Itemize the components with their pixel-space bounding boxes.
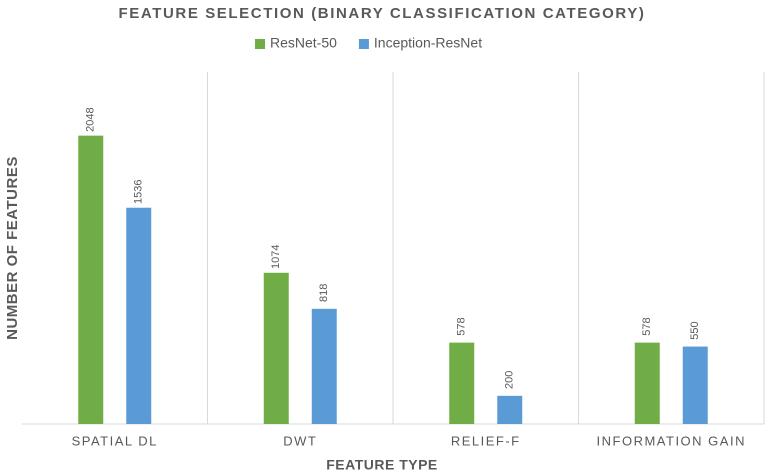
bar (449, 342, 475, 424)
legend-label: ResNet-50 (270, 35, 337, 51)
x-tick-label: RELIEF-F (451, 433, 521, 448)
value-label: 578 (641, 317, 653, 335)
legend-swatch (358, 39, 369, 49)
value-label: 1074 (270, 245, 282, 269)
value-label: 578 (456, 317, 468, 335)
bar (497, 395, 523, 424)
x-tick-label: SPATIAL DL (72, 433, 158, 448)
legend-swatch (255, 39, 265, 49)
y-axis-title: NUMBER OF FEATURES (4, 156, 21, 340)
bar (263, 272, 289, 424)
value-label: 2048 (85, 107, 97, 131)
value-label: 1536 (133, 179, 145, 203)
bar (311, 308, 337, 424)
chart-title: FEATURE SELECTION (BINARY CLASSIFICATION… (119, 5, 646, 22)
x-tick-label: INFORMATION GAIN (597, 433, 746, 448)
value-label: 818 (318, 284, 330, 302)
bar (78, 135, 104, 424)
bar (682, 346, 708, 424)
value-label: 550 (689, 321, 701, 339)
legend-label: Inception-ResNet (374, 35, 482, 51)
bar (126, 207, 152, 424)
x-tick-label: DWT (283, 433, 317, 448)
value-label: 200 (504, 371, 516, 389)
bar (634, 342, 660, 424)
x-axis-title: FEATURE TYPE (326, 457, 438, 473)
